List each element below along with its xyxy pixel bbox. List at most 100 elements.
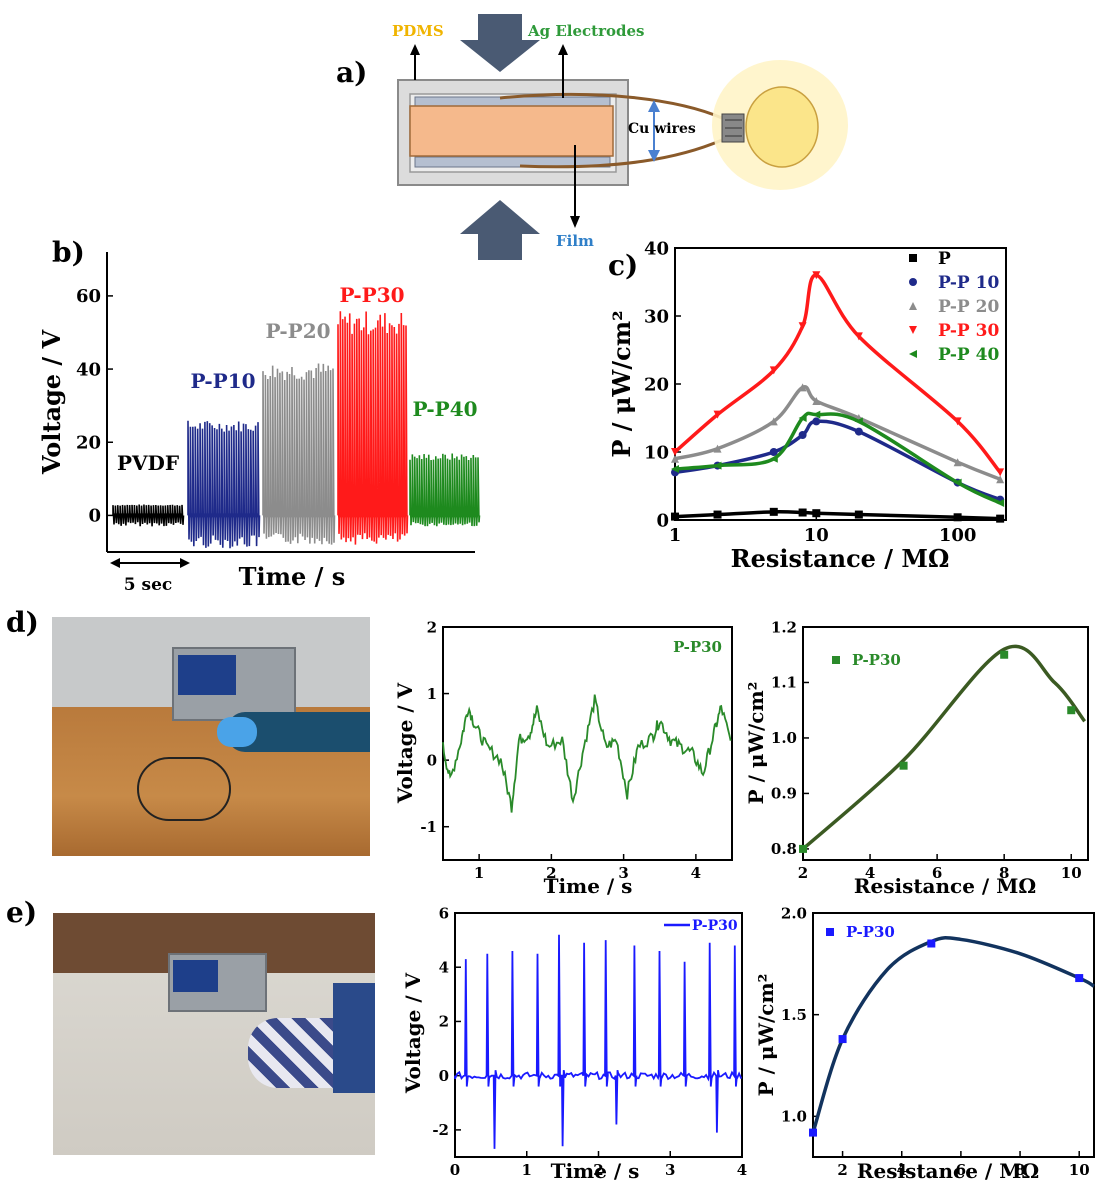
y-tick-label: 1.0	[771, 729, 797, 747]
data-point	[996, 475, 1005, 484]
series-label: P-P20	[265, 319, 330, 343]
x-axis-label: Time / s	[551, 1159, 640, 1183]
film-label: Film	[556, 232, 594, 250]
data-point	[812, 509, 821, 518]
data-point	[798, 508, 807, 517]
fit-curve	[673, 273, 1002, 474]
panel-label-e: e)	[6, 896, 37, 929]
legend-marker	[909, 302, 917, 310]
legend-marker	[909, 254, 917, 262]
oscilloscope-screen	[178, 655, 236, 695]
legend-label: P-P30	[846, 923, 895, 941]
data-point	[812, 417, 821, 426]
press-arrow-top	[460, 14, 540, 72]
series-label: PVDF	[117, 451, 179, 475]
cable	[137, 757, 231, 821]
chart-d-power: 0.8 0.9 1.0 1.1 1.2 2 4 6 8 10 P / μW/cm² Resistanc…	[744, 618, 1089, 898]
panel-label-b: b)	[52, 236, 85, 269]
y-tick-label: 40	[644, 238, 669, 259]
y-axis-label: Voltage / V	[37, 329, 66, 475]
y-tick-label: 1	[427, 685, 437, 703]
data-point	[812, 410, 821, 419]
y-axis-label: P / μW/cm²	[744, 682, 768, 805]
panel-label-c: c)	[608, 249, 638, 282]
x-tick-label: 8	[999, 864, 1009, 882]
data-point	[769, 366, 778, 375]
schematic-device: Cu wires PDMS Ag Electrodes Film	[392, 14, 848, 260]
data-point	[769, 507, 778, 516]
x-axis-label: Time / s	[544, 874, 633, 898]
pdms-label: PDMS	[392, 22, 444, 40]
x-tick-label: 10	[1061, 864, 1082, 882]
legend-marker	[832, 656, 840, 664]
y-tick-label: 2	[427, 618, 437, 636]
plot-frame	[802, 626, 1089, 861]
x-tick-label: 10	[1069, 1161, 1090, 1179]
data-point	[769, 454, 778, 463]
chart-b-voltage-signals: 0 20 40 60 Voltage / V Time / s 5 sec PVDF P-P10…	[37, 252, 481, 595]
legend-marker	[826, 928, 834, 936]
data-point	[854, 417, 863, 426]
scale-bar-label: 5 sec	[124, 575, 173, 595]
photo-hand-tapping	[52, 617, 370, 856]
fit-curve	[674, 411, 1001, 505]
y-axis-label: Voltage / V	[393, 682, 417, 804]
x-tick-label: 2	[837, 1161, 847, 1179]
y-tick-label: -1	[420, 818, 437, 836]
x-axis-label: Resistance / MΩ	[731, 544, 950, 573]
film-layer	[409, 105, 614, 157]
legend-label: P-P 20	[938, 297, 999, 317]
signal-trace	[187, 420, 261, 549]
fit-curve	[811, 936, 1095, 1134]
data-point	[854, 510, 863, 519]
x-tick-label: 1	[522, 1161, 532, 1179]
data-point	[927, 939, 936, 948]
cu-wires-label: Cu wires	[628, 121, 696, 137]
data-point	[953, 513, 962, 522]
y-tick-label: 0.8	[771, 840, 797, 858]
pdms-pointer-head	[410, 44, 420, 55]
data-point	[996, 468, 1005, 477]
y-tick-label: 0.9	[771, 785, 797, 803]
x-tick-label: 4	[865, 864, 875, 882]
y-tick-label: 2.0	[781, 904, 807, 922]
series-label: P-P10	[190, 369, 255, 393]
cu-wire-top	[499, 92, 723, 120]
legend-marker	[909, 350, 917, 358]
press-arrow-bottom	[460, 200, 540, 260]
cu-wire-bottom	[519, 138, 723, 169]
legend-marker	[909, 326, 917, 334]
trouser	[333, 983, 375, 1093]
legend-label: P-P 40	[938, 345, 999, 365]
data-point	[812, 271, 821, 280]
bottom-electrode	[414, 156, 611, 168]
x-tick-label: 10	[804, 525, 829, 546]
x-tick-label: 1	[474, 864, 484, 882]
series-label: P-P40	[412, 397, 477, 421]
data-point	[798, 322, 807, 331]
data-point	[769, 417, 778, 426]
series-label: P-P30	[673, 638, 722, 656]
scale-bar-arrow-left	[110, 558, 120, 568]
panel-label-d: d)	[6, 606, 39, 639]
bulb	[745, 86, 819, 168]
data-point	[809, 1128, 817, 1137]
y-tick-label: 4	[439, 958, 449, 976]
x-tick-label: 100	[939, 525, 977, 546]
x-tick-label: 4	[691, 864, 701, 882]
voltage-trace	[442, 694, 732, 813]
data-point	[798, 414, 807, 422]
y-tick-label: 2	[439, 1013, 449, 1031]
data-point	[953, 417, 962, 426]
y-tick-label: 20	[644, 374, 669, 395]
y-tick-label: 30	[644, 306, 669, 327]
y-axis-label: P / μW/cm²	[607, 310, 636, 457]
data-point	[671, 512, 679, 521]
data-point	[798, 383, 807, 392]
chart-c-power-vs-resistance: 0 10 20 30 40 1 10 100 P / μW/cm² Resistance / MΩ…	[607, 238, 1007, 573]
data-point	[798, 431, 807, 439]
data-point	[671, 448, 679, 456]
data-point	[838, 1035, 847, 1044]
fit-curve	[674, 385, 1001, 481]
